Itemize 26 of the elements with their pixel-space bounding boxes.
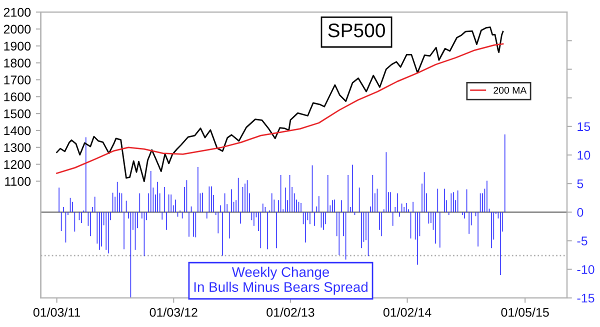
y2-tick-label: 15 bbox=[578, 122, 590, 132]
x-tick-label: 01/02/13 bbox=[266, 308, 314, 317]
y2-tick-label: -15 bbox=[577, 294, 594, 303]
y-tick-label: 2100 bbox=[4, 8, 31, 17]
y-tick-label: 1100 bbox=[5, 177, 31, 186]
y2-tick-label: 10 bbox=[578, 150, 590, 160]
annotation: Weekly Change In Bulls Minus Bears Spread bbox=[194, 266, 368, 295]
y-tick-label: 2000 bbox=[4, 24, 31, 34]
legend-label: 200 MA bbox=[494, 86, 527, 94]
y2-tick-label: 0 bbox=[577, 208, 584, 217]
y-tick-label: 1600 bbox=[4, 92, 31, 102]
y2-tick-label: -5 bbox=[577, 236, 588, 246]
y-tick-label: 1800 bbox=[4, 58, 31, 68]
y2-tick-label: 5 bbox=[577, 180, 584, 188]
x-tick-label: 01/02/14 bbox=[383, 308, 432, 317]
y2-tick-label: -10 bbox=[577, 265, 594, 274]
x-tick-label: 01/05/15 bbox=[501, 308, 549, 317]
y-tick-label: 1300 bbox=[4, 143, 31, 152]
y-tick-label: 1900 bbox=[4, 42, 31, 51]
x-tick-label: 01/03/12 bbox=[150, 308, 198, 317]
y-tick-label: 1500 bbox=[4, 109, 31, 118]
y-tick-label: 1200 bbox=[4, 160, 31, 169]
chart-title: SP500 bbox=[328, 24, 385, 38]
x-tick-label: 01/03/11 bbox=[33, 308, 80, 317]
y-tick-label: 1700 bbox=[4, 76, 31, 84]
y-tick-label: 1400 bbox=[4, 126, 31, 136]
